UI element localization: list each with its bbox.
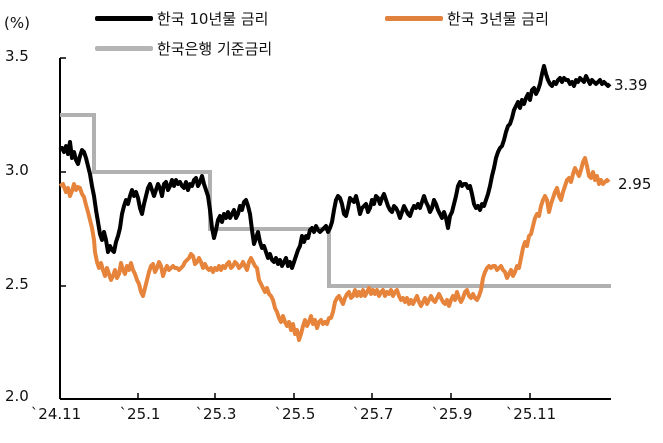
series-10y-line — [58, 64, 612, 270]
y-tick-2-5: 2.5 — [5, 275, 29, 293]
end-label-3y: 2.95 — [618, 175, 652, 193]
x-tick-25-7: `25.7 — [352, 405, 394, 423]
legend-item-10y: 한국 10년물 금리 — [95, 8, 268, 29]
legend-item-3y: 한국 3년물 금리 — [385, 8, 549, 29]
y-axis-unit: (%) — [4, 14, 30, 32]
x-tick-25-1: `25.1 — [119, 405, 161, 423]
legend-swatch-base-rate — [95, 46, 153, 51]
x-tick-25-11: `25.11 — [505, 405, 557, 423]
legend-item-base-rate: 한국은행 기준금리 — [95, 38, 272, 59]
end-label-10y: 3.39 — [614, 76, 648, 94]
y-tick-3-0: 3.0 — [5, 161, 29, 179]
legend-label-base-rate: 한국은행 기준금리 — [157, 40, 273, 58]
legend-label-10y: 한국 10년물 금리 — [157, 10, 269, 28]
x-tick-25-5: `25.5 — [274, 405, 316, 423]
y-tick-2-0: 2.0 — [5, 387, 29, 405]
x-axis-ticks — [137, 393, 531, 399]
legend-swatch-10y — [95, 16, 153, 21]
x-tick-24-11: `24.11 — [30, 405, 82, 423]
y-axis-ticks — [60, 57, 66, 287]
y-tick-3-5: 3.5 — [5, 47, 29, 65]
legend-label-3y: 한국 3년물 금리 — [447, 10, 549, 28]
series-3y-line — [58, 156, 611, 342]
x-tick-25-3: `25.3 — [195, 405, 237, 423]
legend-swatch-3y — [385, 16, 443, 21]
x-tick-25-9: `25.9 — [431, 405, 473, 423]
